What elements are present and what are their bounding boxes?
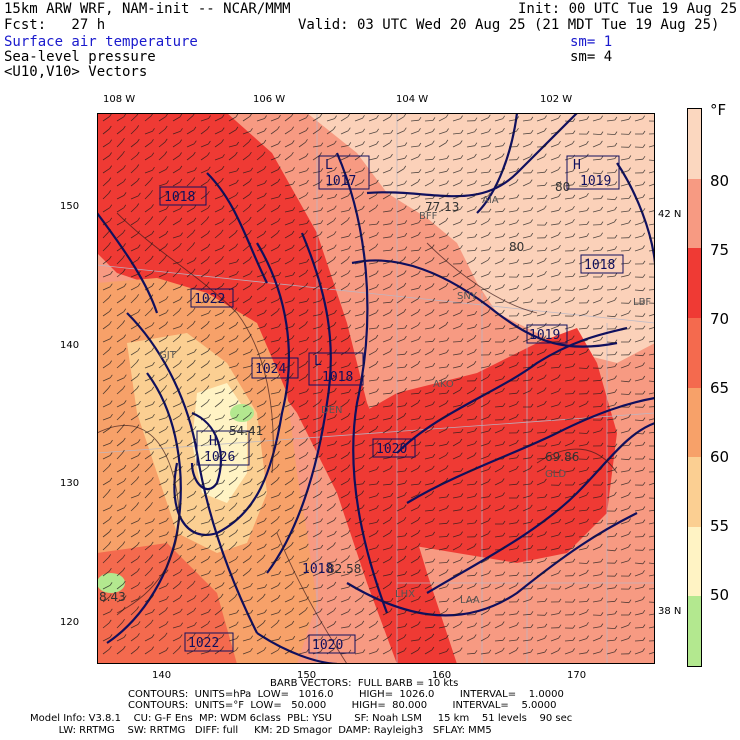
- colorbar-label-70: 70: [710, 310, 730, 328]
- colorbar-segment: [688, 178, 701, 249]
- colorbar-label-80: 80: [710, 172, 730, 190]
- model-info-line-1: Model Info: V3.8.1 CU: G-F Ens MP: WDM 6…: [30, 713, 573, 724]
- pressure-center-1024-h: 1024: [251, 357, 299, 379]
- y-label-140: 140: [60, 340, 80, 351]
- lat-label-38n: 38 N: [658, 606, 682, 617]
- lon-label-104w: 104 W: [396, 94, 429, 105]
- field-1-smoothing: sm= 1: [570, 34, 613, 50]
- svg-text:1018: 1018: [164, 190, 195, 205]
- colorbar-label-75: 75: [710, 241, 730, 259]
- pressure-label-1020-east: 1020: [372, 438, 416, 458]
- y-label-130: 130: [60, 478, 80, 489]
- station-gld: GLD: [545, 469, 566, 480]
- svg-text:1024: 1024: [255, 362, 286, 377]
- temp-label-82: 82.58: [327, 562, 361, 576]
- colorbar-segment: [688, 526, 701, 597]
- colorbar-label-65: 65: [710, 379, 730, 397]
- colorbar-label-60: 60: [710, 448, 730, 466]
- svg-text:1022: 1022: [188, 636, 219, 651]
- colorbar-segment: [688, 387, 701, 458]
- temp-label-80-ne: 80: [555, 180, 570, 194]
- temp-label-80-mid: 80: [509, 240, 524, 254]
- svg-text:H: H: [209, 434, 217, 449]
- svg-text:1019: 1019: [529, 328, 560, 343]
- svg-text:1022: 1022: [194, 292, 225, 307]
- colorbar-segment: [688, 248, 701, 318]
- pressure-label-1018-ne: 1018: [580, 254, 624, 274]
- model-info-line-2: LW: RRTMG SW: RRTMG DIFF: full KM: 2D Sm…: [30, 725, 492, 736]
- barb-vectors-note: BARB VECTORS: FULL BARB = 10 kts: [270, 678, 459, 689]
- station-lhx: LHX: [395, 589, 415, 600]
- contours-pressure: CONTOURS: UNITS=hPa LOW= 1016.0 HIGH= 10…: [128, 689, 564, 700]
- colorbar-segment: [688, 457, 701, 527]
- svg-text:1018: 1018: [584, 258, 615, 273]
- svg-text:1020: 1020: [312, 638, 343, 653]
- lon-label-106w: 106 W: [253, 94, 286, 105]
- colorbar-segment: [688, 109, 701, 179]
- station-gjt: GJT: [159, 350, 177, 361]
- pressure-center-1017-l: L 1017: [318, 155, 370, 190]
- colorbar-unit: °F: [710, 101, 727, 119]
- station-bff: BFF: [419, 211, 438, 222]
- lat-label-40n: 40 N: [658, 408, 682, 419]
- svg-text:1019: 1019: [580, 174, 611, 189]
- pressure-label-1019: 1019: [526, 324, 568, 344]
- field-3-name: <U10,V10> Vectors: [4, 64, 148, 80]
- lon-label-108w: 108 W: [103, 94, 136, 105]
- temp-label-69: 69.86: [545, 450, 579, 464]
- model-title: 15km ARW WRF, NAM-init -- NCAR/MMM: [4, 1, 291, 17]
- pressure-label-1018-nw: 1018: [159, 186, 207, 206]
- forecast-hour: Fcst: 27 h: [4, 17, 106, 33]
- svg-text:L: L: [314, 354, 322, 369]
- station-aia: AIA: [482, 195, 499, 206]
- temp-label-77: 77.13: [425, 200, 459, 214]
- weather-map: L 1017 H 1019 1018 1018 1022: [97, 113, 655, 664]
- svg-text:1026: 1026: [204, 450, 235, 465]
- pressure-center-1019-h: H 1019: [566, 155, 620, 190]
- temp-field-warm-sw: [97, 543, 237, 664]
- colorbar-label-55: 55: [710, 517, 730, 535]
- field-2-name: Sea-level pressure: [4, 49, 156, 65]
- colorbar: [687, 108, 702, 667]
- station-den: DEN: [321, 405, 343, 416]
- x-label-160: 160: [432, 670, 452, 681]
- temp-label-54: 54.41: [229, 424, 263, 438]
- pressure-label-1018-south: 1018: [302, 562, 333, 577]
- svg-text:1018: 1018: [302, 562, 333, 577]
- pressure-label-1022-south: 1022: [184, 632, 234, 652]
- field-2-smoothing: sm= 4: [570, 49, 613, 65]
- field-1-name: Surface air temperature: [4, 34, 198, 50]
- x-label-140: 140: [152, 670, 172, 681]
- pressure-center-1026-h: H 1026: [196, 430, 250, 466]
- station-ako: AKO: [433, 379, 454, 390]
- temp-label-8: 8.43: [99, 590, 126, 604]
- init-time: Init: 00 UTC Tue 19 Aug 25: [518, 1, 738, 17]
- pressure-center-1018-l: L 1018: [308, 352, 364, 386]
- station-laa: LAA: [460, 595, 480, 606]
- pressure-label-1022: 1022: [190, 288, 234, 308]
- colorbar-label-50: 50: [710, 586, 730, 604]
- y-label-150: 150: [60, 201, 80, 212]
- station-lbf: LBF: [633, 297, 651, 308]
- svg-text:1017: 1017: [325, 174, 356, 189]
- pressure-label-1020-south: 1020: [308, 634, 356, 654]
- svg-text:L: L: [325, 158, 333, 173]
- colorbar-segment: [688, 317, 701, 388]
- y-label-120: 120: [60, 617, 80, 628]
- svg-text:1018: 1018: [322, 370, 353, 385]
- station-sny: SNY: [457, 291, 478, 302]
- lon-label-102w: 102 W: [540, 94, 573, 105]
- valid-time: Valid: 03 UTC Wed 20 Aug 25 (21 MDT Tue …: [298, 17, 720, 33]
- x-label-170: 170: [567, 670, 587, 681]
- svg-text:1020: 1020: [376, 442, 407, 457]
- svg-text:H: H: [573, 158, 581, 173]
- colorbar-segment: [688, 596, 701, 666]
- temp-field-hot-east: [327, 328, 617, 563]
- contours-temperature: CONTOURS: UNITS=°F LOW= 50.000 HIGH= 80.…: [128, 700, 557, 711]
- lat-label-42n: 42 N: [658, 209, 682, 220]
- x-label-150: 150: [297, 670, 317, 681]
